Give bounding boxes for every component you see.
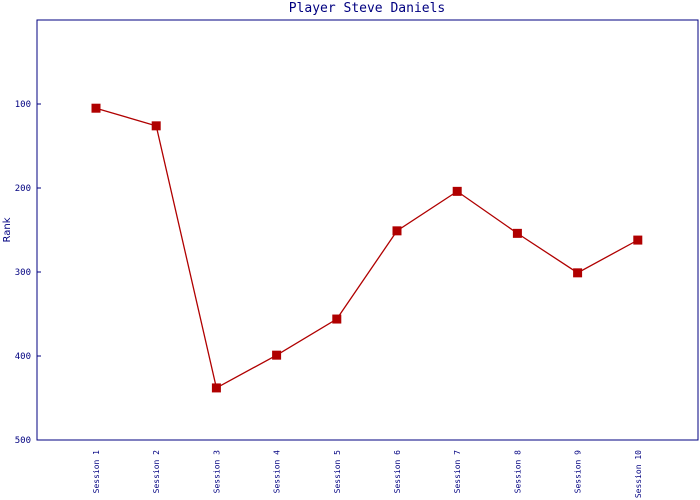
- y-tick-label: 200: [15, 184, 31, 194]
- x-tick-label: Session 4: [273, 450, 282, 494]
- chart-title: Player Steve Daniels: [289, 1, 446, 16]
- y-tick-label: 300: [15, 268, 31, 278]
- y-tick-label: 100: [15, 100, 31, 110]
- point-marker: [272, 350, 282, 360]
- point-marker: [392, 226, 402, 236]
- y-tick-label: 500: [15, 436, 31, 446]
- y-tick-label: 400: [15, 352, 31, 362]
- x-tick-label: Session 1: [92, 450, 101, 494]
- point-marker: [573, 268, 583, 278]
- point-marker: [151, 121, 161, 131]
- x-tick-label: Session 3: [212, 450, 221, 494]
- point-marker: [633, 235, 643, 245]
- x-tick-label: Session 8: [513, 450, 522, 494]
- point-marker: [332, 314, 342, 324]
- point-marker: [211, 383, 221, 393]
- point-marker: [512, 228, 522, 238]
- x-tick-label: Session 10: [634, 450, 643, 498]
- x-tick-label: Session 9: [574, 450, 583, 494]
- x-tick-label: Session 2: [152, 450, 161, 494]
- plot-frame: [36, 19, 699, 441]
- y-axis-label: Rank: [2, 217, 13, 242]
- x-tick-label: Session 7: [453, 450, 462, 494]
- x-tick-label: Session 5: [333, 450, 342, 494]
- point-marker: [452, 186, 462, 196]
- x-tick-label: Session 6: [393, 450, 402, 494]
- point-marker: [91, 103, 101, 113]
- series-line: [95, 107, 639, 389]
